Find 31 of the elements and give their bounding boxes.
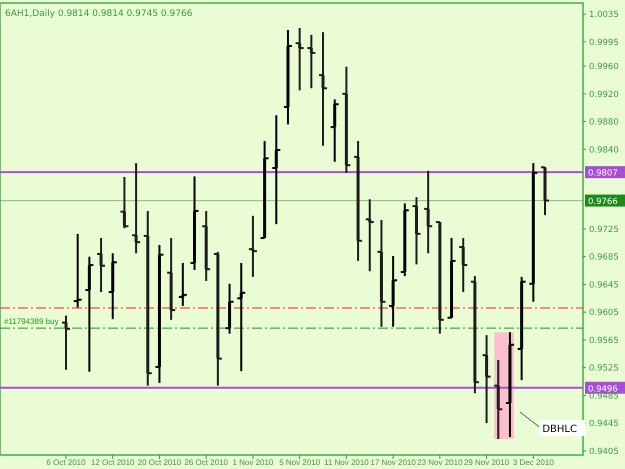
x-tick-label: 11 Nov 2010 (324, 458, 370, 467)
ref-line-label: 0.9766 (588, 197, 618, 208)
x-tick-label: 3 Dec 2010 (512, 458, 554, 467)
x-tick-label: 29 Nov 2010 (464, 458, 510, 467)
y-tick-label: 0.9685 (589, 252, 619, 263)
y-tick-label: 0.9485 (589, 391, 619, 402)
y-tick-label: 0.9525 (589, 364, 619, 374)
y-tick-label: 0.9405 (589, 446, 619, 457)
x-tick-label: 6 Oct 2010 (46, 458, 86, 467)
y-tick-label: 0.9445 (589, 419, 619, 430)
y-tick-label: 0.9605 (589, 308, 619, 318)
x-tick-label: 23 Nov 2010 (417, 458, 464, 467)
y-tick-label: 0.9565 (589, 336, 619, 346)
x-tick-label: 26 Oct 2010 (184, 458, 229, 467)
x-tick-label: 17 Nov 2010 (370, 458, 416, 467)
y-tick-label: 0.9645 (589, 280, 619, 290)
text: 6AH1,Daily 0.9814 0.9814 0.9745 0.9766 (5, 9, 193, 19)
y-tick-label: 0.9960 (589, 62, 619, 72)
x-tick-label: 1 Nov 2010 (232, 458, 274, 467)
y-tick-label: 0.9725 (589, 224, 619, 235)
ref-line-label: #11794389 buy (4, 317, 59, 326)
y-tick-label: 1.0035 (589, 10, 619, 20)
y-tick-label: 0.9880 (589, 118, 619, 128)
x-tick-label: 20 Oct 2010 (138, 458, 182, 467)
y-tick-label: 0.9995 (589, 38, 619, 48)
annotation: DBHLC (542, 424, 577, 435)
x-tick-label: 5 Nov 2010 (279, 458, 321, 467)
y-tick-label: 0.9840 (589, 145, 619, 156)
ref-line-label: 0.9807 (588, 168, 618, 179)
x-tick-label: 12 Oct 2010 (90, 458, 136, 467)
y-tick-label: 0.9920 (589, 90, 619, 100)
